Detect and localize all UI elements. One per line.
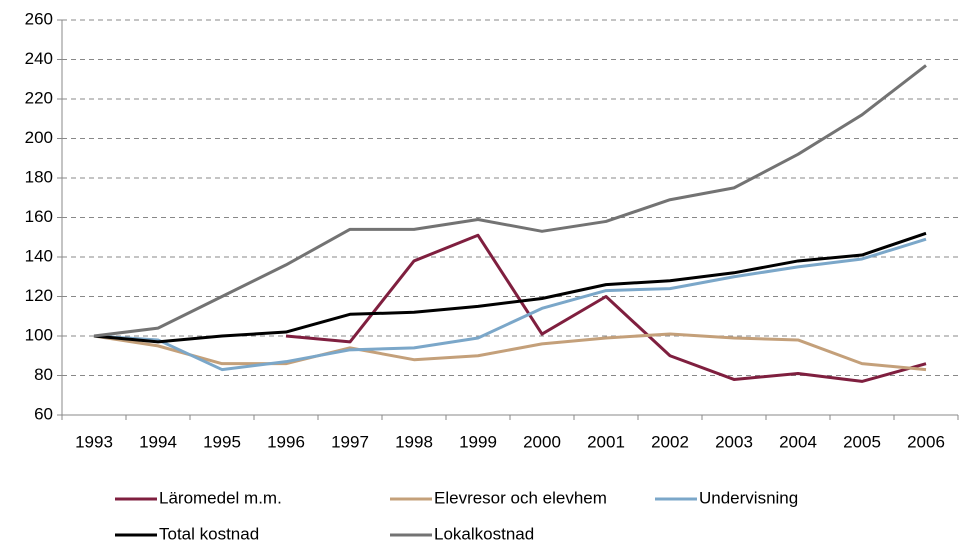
y-tick-label: 120 bbox=[25, 286, 53, 305]
y-tick-label: 180 bbox=[25, 167, 53, 186]
legend-label: Undervisning bbox=[699, 488, 798, 507]
x-tick-label: 1994 bbox=[139, 432, 177, 451]
x-tick-label: 1993 bbox=[75, 432, 113, 451]
y-tick-label: 80 bbox=[34, 365, 53, 384]
y-tick-label: 140 bbox=[25, 246, 53, 265]
y-tick-label: 100 bbox=[25, 325, 53, 344]
y-tick-label: 260 bbox=[25, 9, 53, 28]
x-tick-label: 2004 bbox=[779, 432, 817, 451]
y-tick-label: 160 bbox=[25, 207, 53, 226]
y-tick-label: 240 bbox=[25, 49, 53, 68]
x-tick-label: 1996 bbox=[267, 432, 305, 451]
x-tick-label: 1995 bbox=[203, 432, 241, 451]
legend-label: Lokalkostnad bbox=[434, 524, 534, 543]
series-line bbox=[93, 64, 927, 338]
x-tick-label: 2001 bbox=[587, 432, 625, 451]
x-tick-label: 2006 bbox=[907, 432, 945, 451]
legend-label: Läromedel m.m. bbox=[159, 488, 282, 507]
x-tick-label: 2002 bbox=[651, 432, 689, 451]
y-tick-label: 60 bbox=[34, 404, 53, 423]
series-line bbox=[285, 233, 927, 383]
legend-label: Elevresor och elevhem bbox=[434, 488, 607, 507]
y-tick-label: 200 bbox=[25, 128, 53, 147]
x-tick-label: 2000 bbox=[523, 432, 561, 451]
x-tick-label: 2003 bbox=[715, 432, 753, 451]
series-line bbox=[93, 332, 927, 372]
x-tick-label: 2005 bbox=[843, 432, 881, 451]
x-tick-label: 1998 bbox=[395, 432, 433, 451]
x-tick-label: 1999 bbox=[459, 432, 497, 451]
series-line bbox=[93, 237, 927, 372]
series-line bbox=[93, 231, 927, 344]
y-tick-label: 220 bbox=[25, 88, 53, 107]
x-tick-label: 1997 bbox=[331, 432, 369, 451]
legend-label: Total kostnad bbox=[159, 524, 259, 543]
